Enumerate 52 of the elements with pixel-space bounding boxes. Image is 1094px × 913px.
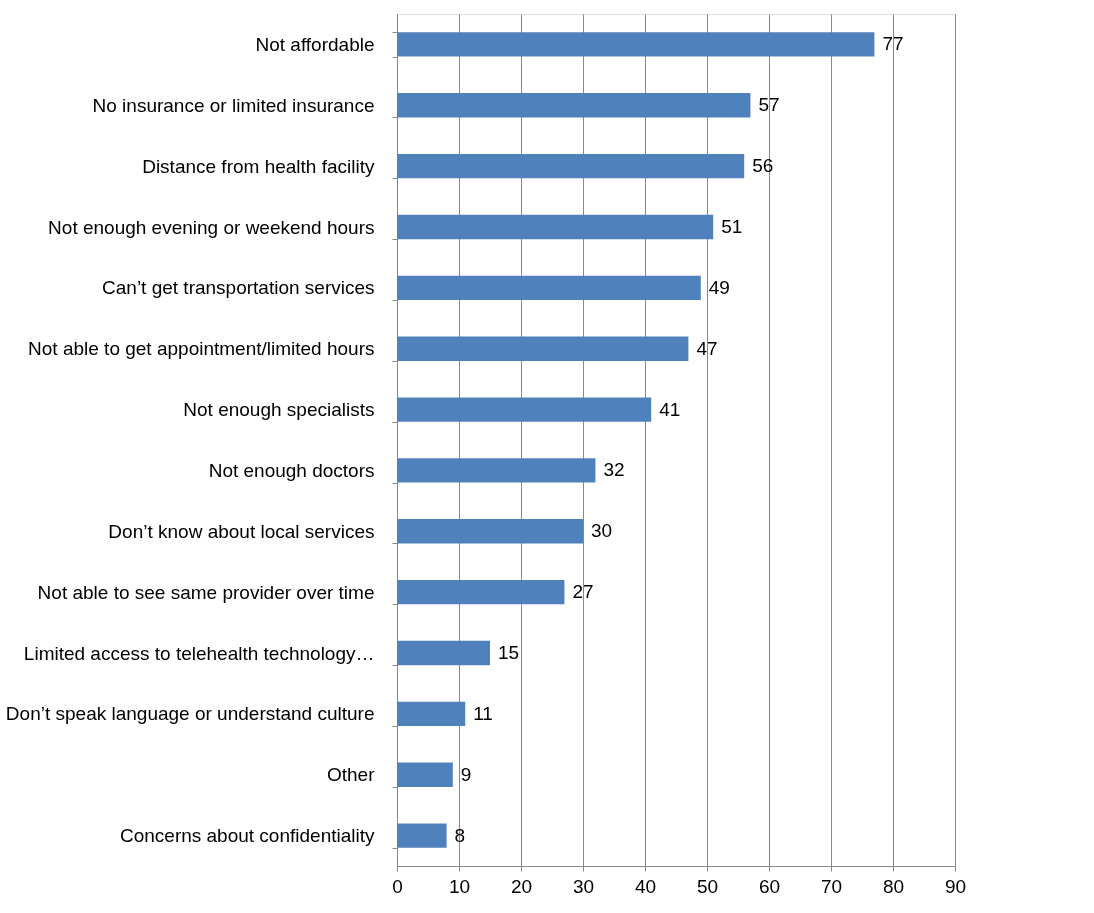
bar (397, 214, 714, 240)
bar (397, 579, 565, 605)
x-tick-label: 10 (448, 875, 471, 897)
x-tick-label: 50 (696, 875, 719, 897)
bar (397, 397, 652, 422)
bar (397, 762, 453, 787)
x-tick-label: 20 (510, 875, 533, 897)
y-tick-label: Not enough evening or weekend hours (48, 216, 375, 238)
y-tick-label: No insurance or limited insurance (92, 94, 375, 116)
data-label: 51 (721, 216, 743, 237)
x-tick-label: 40 (634, 875, 657, 897)
y-tick-label: Not able to see same provider over time (37, 581, 375, 603)
bar (397, 32, 875, 57)
y-tick-label: Not enough specialists (183, 399, 375, 421)
y-tick-label: Not affordable (255, 33, 375, 55)
y-tick-label: Don’t speak language or understand culture (5, 703, 375, 725)
y-tick-label: Not enough doctors (208, 459, 375, 481)
x-tick-label: 70 (820, 875, 843, 897)
data-label: 32 (603, 459, 625, 481)
x-tick-label: 30 (572, 875, 595, 897)
bar (397, 153, 745, 179)
bar (397, 519, 583, 544)
data-label: 9 (460, 763, 472, 785)
bar (397, 336, 689, 361)
bar (397, 701, 466, 727)
data-label: 49 (708, 276, 730, 298)
y-tick-label: Other (326, 764, 376, 786)
bar (397, 458, 596, 483)
x-tick-label: 90 (944, 875, 967, 897)
y-tick-label: Concerns about confidentiality (119, 825, 375, 847)
x-tick-label: 0 (392, 875, 403, 897)
y-tick-label: Don’t know about local services (108, 520, 375, 542)
x-tick-label: 80 (882, 875, 905, 897)
data-label: 8 (454, 824, 466, 846)
y-tick-label: Distance from health facility (142, 155, 375, 177)
bar (397, 823, 447, 848)
data-label: 77 (882, 33, 904, 55)
data-label: 41 (659, 398, 681, 420)
data-label: 57 (758, 94, 780, 116)
bar (397, 93, 751, 118)
y-tick-label: Limited access to telehealth technology… (23, 642, 375, 664)
data-label: 27 (572, 581, 594, 603)
data-label: 30 (591, 520, 613, 542)
data-label: 11 (473, 702, 493, 724)
data-label: 56 (752, 155, 774, 177)
bar (397, 275, 701, 301)
data-label: 47 (696, 337, 718, 359)
x-tick-label: 60 (758, 875, 781, 897)
y-tick-label: Not able to get appointment/limited hours (28, 338, 375, 360)
bar (397, 640, 490, 666)
data-label: 15 (498, 642, 520, 663)
y-tick-label: Can’t get transportation services (102, 277, 375, 299)
